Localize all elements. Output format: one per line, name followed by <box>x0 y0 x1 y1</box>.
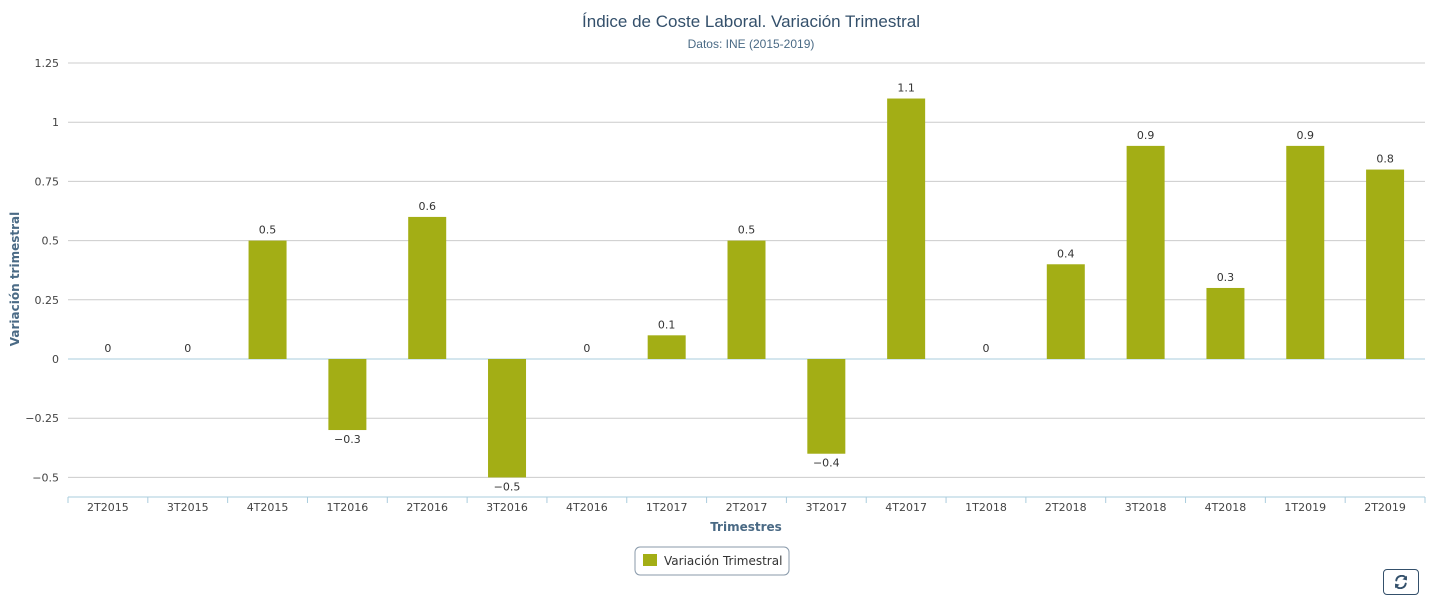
legend[interactable]: Variación Trimestral <box>634 546 790 576</box>
bar[interactable] <box>1366 169 1405 359</box>
x-tick-label: 4T2015 <box>247 501 289 514</box>
y-axis-ticks: −0.5 −0.25 0 0.25 0.5 0.75 1 1.25 <box>25 57 59 484</box>
bar[interactable] <box>1206 287 1245 359</box>
bar[interactable] <box>248 240 287 359</box>
bar[interactable] <box>488 359 527 478</box>
bar[interactable] <box>1046 264 1085 359</box>
bar[interactable] <box>647 335 686 359</box>
data-label: −0.4 <box>813 457 840 470</box>
data-label: 0 <box>184 342 191 355</box>
data-label: 0.5 <box>738 224 756 237</box>
x-tick-label: 1T2016 <box>327 501 369 514</box>
data-label: −0.5 <box>494 480 521 493</box>
y-tick-label: 1 <box>52 116 59 129</box>
x-tick-label: 2T2016 <box>406 501 448 514</box>
bar[interactable] <box>408 216 447 359</box>
bar[interactable] <box>328 359 367 431</box>
bar[interactable] <box>727 240 766 359</box>
x-tick-label: 1T2017 <box>646 501 688 514</box>
bar[interactable] <box>1126 145 1165 359</box>
x-tick-label: 1T2019 <box>1284 501 1326 514</box>
data-label: 0 <box>104 342 111 355</box>
x-tick-label: 3T2017 <box>805 501 847 514</box>
bar[interactable] <box>1286 145 1325 359</box>
x-tick-label: 1T2018 <box>965 501 1007 514</box>
refresh-icon <box>1395 575 1407 589</box>
x-tick-label: 4T2016 <box>566 501 608 514</box>
chart-title: Índice de Coste Laboral. Variación Trime… <box>582 12 920 31</box>
data-label: 0.1 <box>658 318 676 331</box>
legend-swatch <box>643 554 657 566</box>
legend-label: Variación Trimestral <box>664 554 782 568</box>
data-label: 0.9 <box>1297 129 1315 142</box>
data-label: 0.4 <box>1057 247 1075 260</box>
data-label: 0.9 <box>1137 129 1155 142</box>
y-tick-label: 0 <box>52 353 59 366</box>
x-axis-title: Trimestres <box>710 520 782 534</box>
x-tick-label: 3T2016 <box>486 501 528 514</box>
x-tick-label: 3T2015 <box>167 501 209 514</box>
y-tick-label: −0.25 <box>25 412 59 425</box>
x-tick-label: 2T2019 <box>1364 501 1406 514</box>
data-labels: 0 0 0.5 −0.3 0.6 −0.5 0 0.1 0.5 −0.4 1.1 0 0.4 0.9 0.3… <box>104 82 1393 494</box>
y-tick-label: 0.25 <box>35 294 60 307</box>
data-label: 0.8 <box>1376 153 1394 166</box>
chart-subtitle: Datos: INE (2015-2019) <box>688 37 815 51</box>
y-tick-label: 1.25 <box>35 57 60 70</box>
y-tick-label: 0.75 <box>35 175 60 188</box>
y-tick-label: −0.5 <box>32 471 59 484</box>
data-label: 1.1 <box>897 82 915 95</box>
bars <box>248 98 1405 478</box>
y-axis-title: Variación trimestral <box>8 212 22 346</box>
x-tick-label: 2T2015 <box>87 501 129 514</box>
x-tick-label: 3T2018 <box>1125 501 1167 514</box>
x-tick-label: 2T2018 <box>1045 501 1087 514</box>
data-label: 0.6 <box>418 200 436 213</box>
legend-box[interactable] <box>634 546 790 576</box>
data-label: 0.3 <box>1217 271 1235 284</box>
bar[interactable] <box>807 359 846 454</box>
data-label: 0 <box>982 342 989 355</box>
x-axis: 2T2015 3T2015 4T2015 1T2016 2T2016 3T2016 4T20… <box>67 496 1426 514</box>
bar[interactable] <box>887 98 926 360</box>
data-label: 0 <box>583 342 590 355</box>
x-tick-label: 4T2017 <box>885 501 927 514</box>
refresh-button[interactable] <box>1383 569 1419 595</box>
y-tick-label: 0.5 <box>42 235 60 248</box>
x-tick-label: 4T2018 <box>1205 501 1247 514</box>
x-tick-label: 2T2017 <box>726 501 768 514</box>
data-label: −0.3 <box>334 433 361 446</box>
data-label: 0.5 <box>259 224 277 237</box>
